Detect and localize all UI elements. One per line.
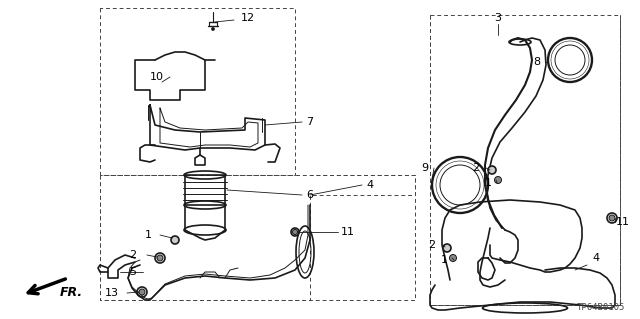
Circle shape <box>211 27 214 31</box>
Text: 8: 8 <box>533 57 541 67</box>
Text: 2: 2 <box>472 163 479 173</box>
Text: 1: 1 <box>145 230 152 240</box>
Circle shape <box>449 255 456 262</box>
Circle shape <box>292 229 298 234</box>
Circle shape <box>443 244 451 252</box>
Text: 7: 7 <box>307 117 314 127</box>
Circle shape <box>171 236 179 244</box>
Text: 2: 2 <box>129 250 136 260</box>
Text: 12: 12 <box>241 13 255 23</box>
Text: 10: 10 <box>150 72 164 82</box>
Text: 1: 1 <box>440 255 447 265</box>
Text: TP64B0105: TP64B0105 <box>577 303 625 312</box>
Circle shape <box>488 166 496 174</box>
Text: 6: 6 <box>307 190 314 200</box>
Text: 11: 11 <box>341 227 355 237</box>
Text: 1: 1 <box>484 178 492 188</box>
Circle shape <box>495 176 502 183</box>
Circle shape <box>609 215 615 221</box>
Text: 11: 11 <box>616 217 630 227</box>
Circle shape <box>139 289 145 295</box>
Text: 4: 4 <box>367 180 374 190</box>
Text: 4: 4 <box>593 253 600 263</box>
Text: 13: 13 <box>105 288 119 298</box>
Text: 9: 9 <box>421 163 429 173</box>
Text: 3: 3 <box>495 13 502 23</box>
Text: 2: 2 <box>428 240 436 250</box>
Text: FR.: FR. <box>60 286 83 299</box>
Text: 5: 5 <box>129 267 136 277</box>
Circle shape <box>157 255 163 261</box>
